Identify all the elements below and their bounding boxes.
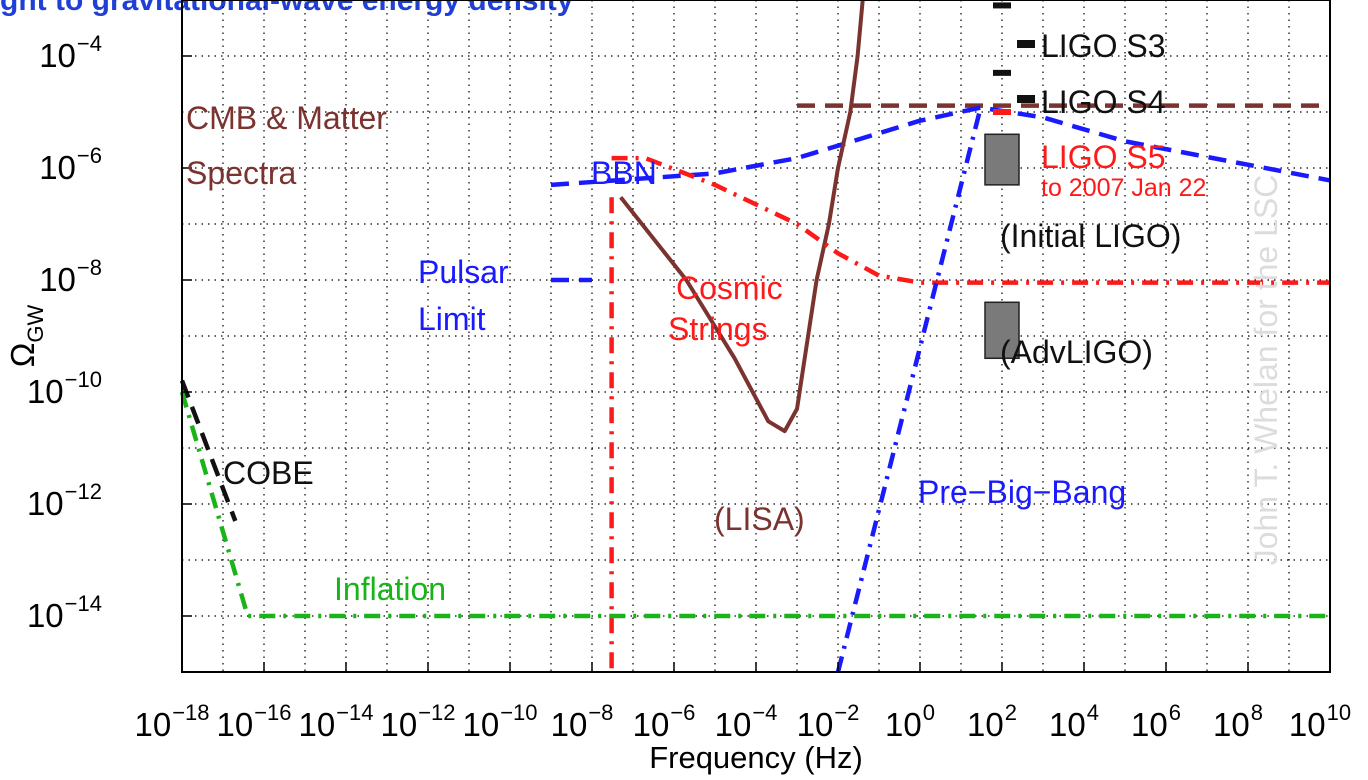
annotation-pulsar2: Limit bbox=[418, 301, 486, 337]
y-tick-exponent: −10 bbox=[65, 367, 102, 392]
y-tick-label: 10−12 bbox=[27, 479, 102, 522]
y-tick-exponent: −12 bbox=[65, 479, 102, 504]
x-tick-exponent: −16 bbox=[254, 700, 291, 725]
series-cobe bbox=[179, 379, 238, 522]
detector-ligo-s5-to-2007-jan-22 bbox=[993, 109, 1011, 115]
x-tick-exponent: −12 bbox=[418, 700, 455, 725]
x-tick-exponent: 8 bbox=[1251, 700, 1263, 725]
x-axis-label: Frequency (Hz) bbox=[649, 740, 863, 775]
legend-marker-s3 bbox=[1017, 40, 1035, 48]
series-inflation bbox=[179, 391, 1330, 619]
y-axis-label-sub: GW bbox=[23, 304, 48, 342]
annotation-cmb2: Spectra bbox=[186, 155, 296, 191]
annotation-cmb1: CMB & Matter bbox=[186, 100, 387, 136]
y-tick-exponent: −6 bbox=[77, 143, 102, 168]
detector-layer bbox=[984, 2, 1035, 360]
y-tick-label: 10−8 bbox=[39, 255, 102, 298]
x-tick-label: 10−18 bbox=[134, 700, 209, 743]
x-tick-label: 10−16 bbox=[216, 700, 291, 743]
y-tick-exponent: −4 bbox=[77, 31, 102, 56]
annotation-lisa: (LISA) bbox=[714, 501, 805, 537]
x-tick-label: 106 bbox=[1131, 700, 1181, 743]
x-tick-label: 100 bbox=[885, 700, 935, 743]
x-tick-label: 108 bbox=[1213, 700, 1263, 743]
annotation-bbn: BBN bbox=[591, 155, 657, 191]
series-pre-big-bang bbox=[835, 107, 983, 673]
x-tick-label: 10−2 bbox=[797, 700, 860, 743]
annotation-pulsar1: Pulsar bbox=[418, 254, 509, 290]
x-tick-exponent: −10 bbox=[500, 700, 537, 725]
annotation-cosmic1: Cosmic bbox=[676, 270, 783, 306]
y-tick-label: 10−14 bbox=[27, 591, 102, 634]
annotation-s4: LIGO S4 bbox=[1041, 84, 1166, 120]
x-tick-label: 10−8 bbox=[551, 700, 614, 743]
y-tick-exponent: −8 bbox=[77, 255, 102, 280]
annotation-cosmic2: Strings bbox=[668, 311, 768, 347]
annotation-iligo: (Initial LIGO) bbox=[1000, 218, 1181, 254]
annotation-s5a: LIGO S5 bbox=[1041, 139, 1166, 175]
x-tick-label: 10−12 bbox=[380, 700, 455, 743]
annotation-aligo: (AdvLIGO) bbox=[1000, 334, 1153, 370]
axis-ticks: 10−18 10−16 10−14 10−12 10−10 10−8 10−6 10−4 10−… bbox=[27, 31, 1351, 743]
x-tick-label: 102 bbox=[967, 700, 1017, 743]
y-axis-label: ΩGW bbox=[4, 304, 48, 367]
x-tick-label: 104 bbox=[1049, 700, 1099, 743]
series-layer bbox=[179, 0, 1331, 673]
series-bbn bbox=[550, 105, 1331, 188]
detector-ligo-s3 bbox=[993, 2, 1011, 9]
x-tick-label: 10−14 bbox=[298, 700, 373, 743]
x-tick-label: 10−10 bbox=[462, 700, 537, 743]
x-tick-exponent: −4 bbox=[752, 700, 777, 725]
x-tick-exponent: 2 bbox=[1005, 700, 1017, 725]
x-tick-exponent: −2 bbox=[834, 700, 859, 725]
series-cosmic-strings bbox=[611, 155, 1330, 285]
grid-lines bbox=[181, 0, 1331, 673]
annotation-s3: LIGO S3 bbox=[1041, 28, 1166, 64]
x-tick-exponent: −14 bbox=[336, 700, 373, 725]
annotation-inflation: Inflation bbox=[334, 571, 446, 607]
x-tick-exponent: 10 bbox=[1327, 700, 1351, 725]
x-tick-exponent: 4 bbox=[1087, 700, 1099, 725]
x-tick-exponent: −6 bbox=[670, 700, 695, 725]
header-fragment: ght to gravitational-wave energy density bbox=[0, 0, 1368, 20]
header-fragment-text: ght to gravitational-wave energy density bbox=[0, 0, 574, 17]
y-tick-exponent: −14 bbox=[65, 591, 102, 616]
annotation-pbb: Pre−Big−Bang bbox=[918, 474, 1126, 510]
x-tick-label: 1010 bbox=[1289, 700, 1351, 743]
series-lisa bbox=[619, 0, 865, 434]
x-tick-exponent: 0 bbox=[923, 700, 935, 725]
x-tick-exponent: 6 bbox=[1169, 700, 1181, 725]
annotation-layer: CMB & Matter Spectra BBN Pulsar Limit Cosmic S… bbox=[186, 28, 1206, 607]
credit-watermark: John T. Whelan for the LSC bbox=[1248, 174, 1284, 566]
x-tick-exponent: −18 bbox=[172, 700, 209, 725]
detector-initial-ligo bbox=[984, 133, 1020, 186]
x-tick-exponent: −8 bbox=[588, 700, 613, 725]
x-tick-label: 10−4 bbox=[715, 700, 778, 743]
detector-advligo bbox=[984, 301, 1020, 360]
annotation-cobe: COBE bbox=[223, 455, 314, 491]
annotation-s5b: to 2007 Jan 22 bbox=[1041, 174, 1206, 202]
legend-marker-s4 bbox=[1017, 95, 1035, 103]
y-tick-label: 10−6 bbox=[39, 143, 102, 186]
y-tick-label: 10−4 bbox=[39, 31, 102, 74]
detector-ligo-s4 bbox=[993, 69, 1011, 76]
x-tick-label: 10−6 bbox=[633, 700, 696, 743]
y-tick-label: 10−10 bbox=[27, 367, 102, 410]
